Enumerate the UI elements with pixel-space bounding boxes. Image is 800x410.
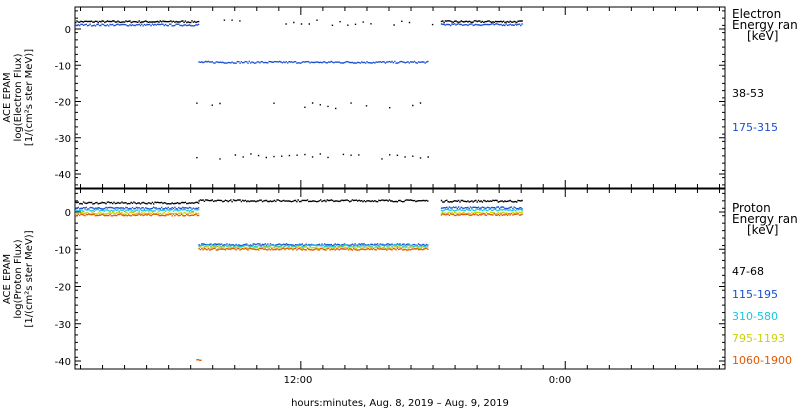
- x-tick-label-0000: 0:00: [549, 375, 571, 386]
- legend-title-line: Electron: [732, 7, 781, 21]
- series-points-47-68: [75, 199, 523, 205]
- plot-frame: [74, 188, 726, 370]
- y-axis-label-line: log(Electron Flux): [13, 53, 24, 141]
- legend-title-line: [keV]: [747, 223, 778, 237]
- y-tick-label: -30: [55, 134, 71, 145]
- legend-entry: 795-1193: [732, 332, 785, 345]
- proton-panel: 0 -10 -20 -30 -40 ACE EPAM log(Proton Flux) [1/…: [2, 188, 798, 370]
- series-points-1060-1900: [75, 212, 523, 361]
- series-points-38-53: [75, 19, 523, 160]
- legend-title-line: Energy ran: [732, 18, 798, 32]
- y-tick-label: -10: [55, 245, 71, 256]
- y-tick-label: -40: [55, 357, 71, 368]
- y-tick-label: -10: [55, 61, 71, 72]
- y-axis-label-line: [1/(cm²s ster MeV)]: [24, 230, 35, 327]
- x-axis-title: hours:minutes, Aug. 8, 2019 – Aug. 9, 20…: [291, 398, 509, 409]
- legend-entry: 310-580: [732, 310, 778, 323]
- legend-title-line: [keV]: [747, 29, 778, 43]
- y-axis-label-line: [1/(cm²s ster MeV)]: [24, 49, 35, 146]
- legend-entry: 38-53: [732, 87, 764, 100]
- x-tick-label-1200: 12:00: [284, 375, 313, 386]
- y-tick-label: -20: [55, 283, 71, 294]
- y-tick-label: -30: [55, 320, 71, 331]
- y-tick-label: -40: [55, 170, 71, 181]
- y-tick-label: 0: [65, 208, 71, 219]
- legend-title-line: Energy ran: [732, 212, 798, 226]
- y-tick-label: -20: [55, 98, 71, 109]
- series-points-175-315: [75, 23, 523, 64]
- y-tick-label: 0: [65, 25, 71, 36]
- legend-entry: 115-195: [732, 288, 778, 301]
- legend-entry: 47-68: [732, 265, 764, 278]
- legend-title-line: Proton: [732, 201, 771, 215]
- plot-frame: [74, 6, 726, 189]
- legend-entry: 1060-1900: [732, 354, 792, 367]
- y-axis-label-line: ACE EPAM: [2, 254, 13, 304]
- y-axis-label-line: ACE EPAM: [2, 72, 13, 122]
- y-axis-label-line: log(Proton Flux): [13, 239, 24, 318]
- legend-entry: 175-315: [732, 121, 778, 134]
- x-axis: 12:00 0:00 hours:minutes, Aug. 8, 2019 –…: [284, 375, 572, 409]
